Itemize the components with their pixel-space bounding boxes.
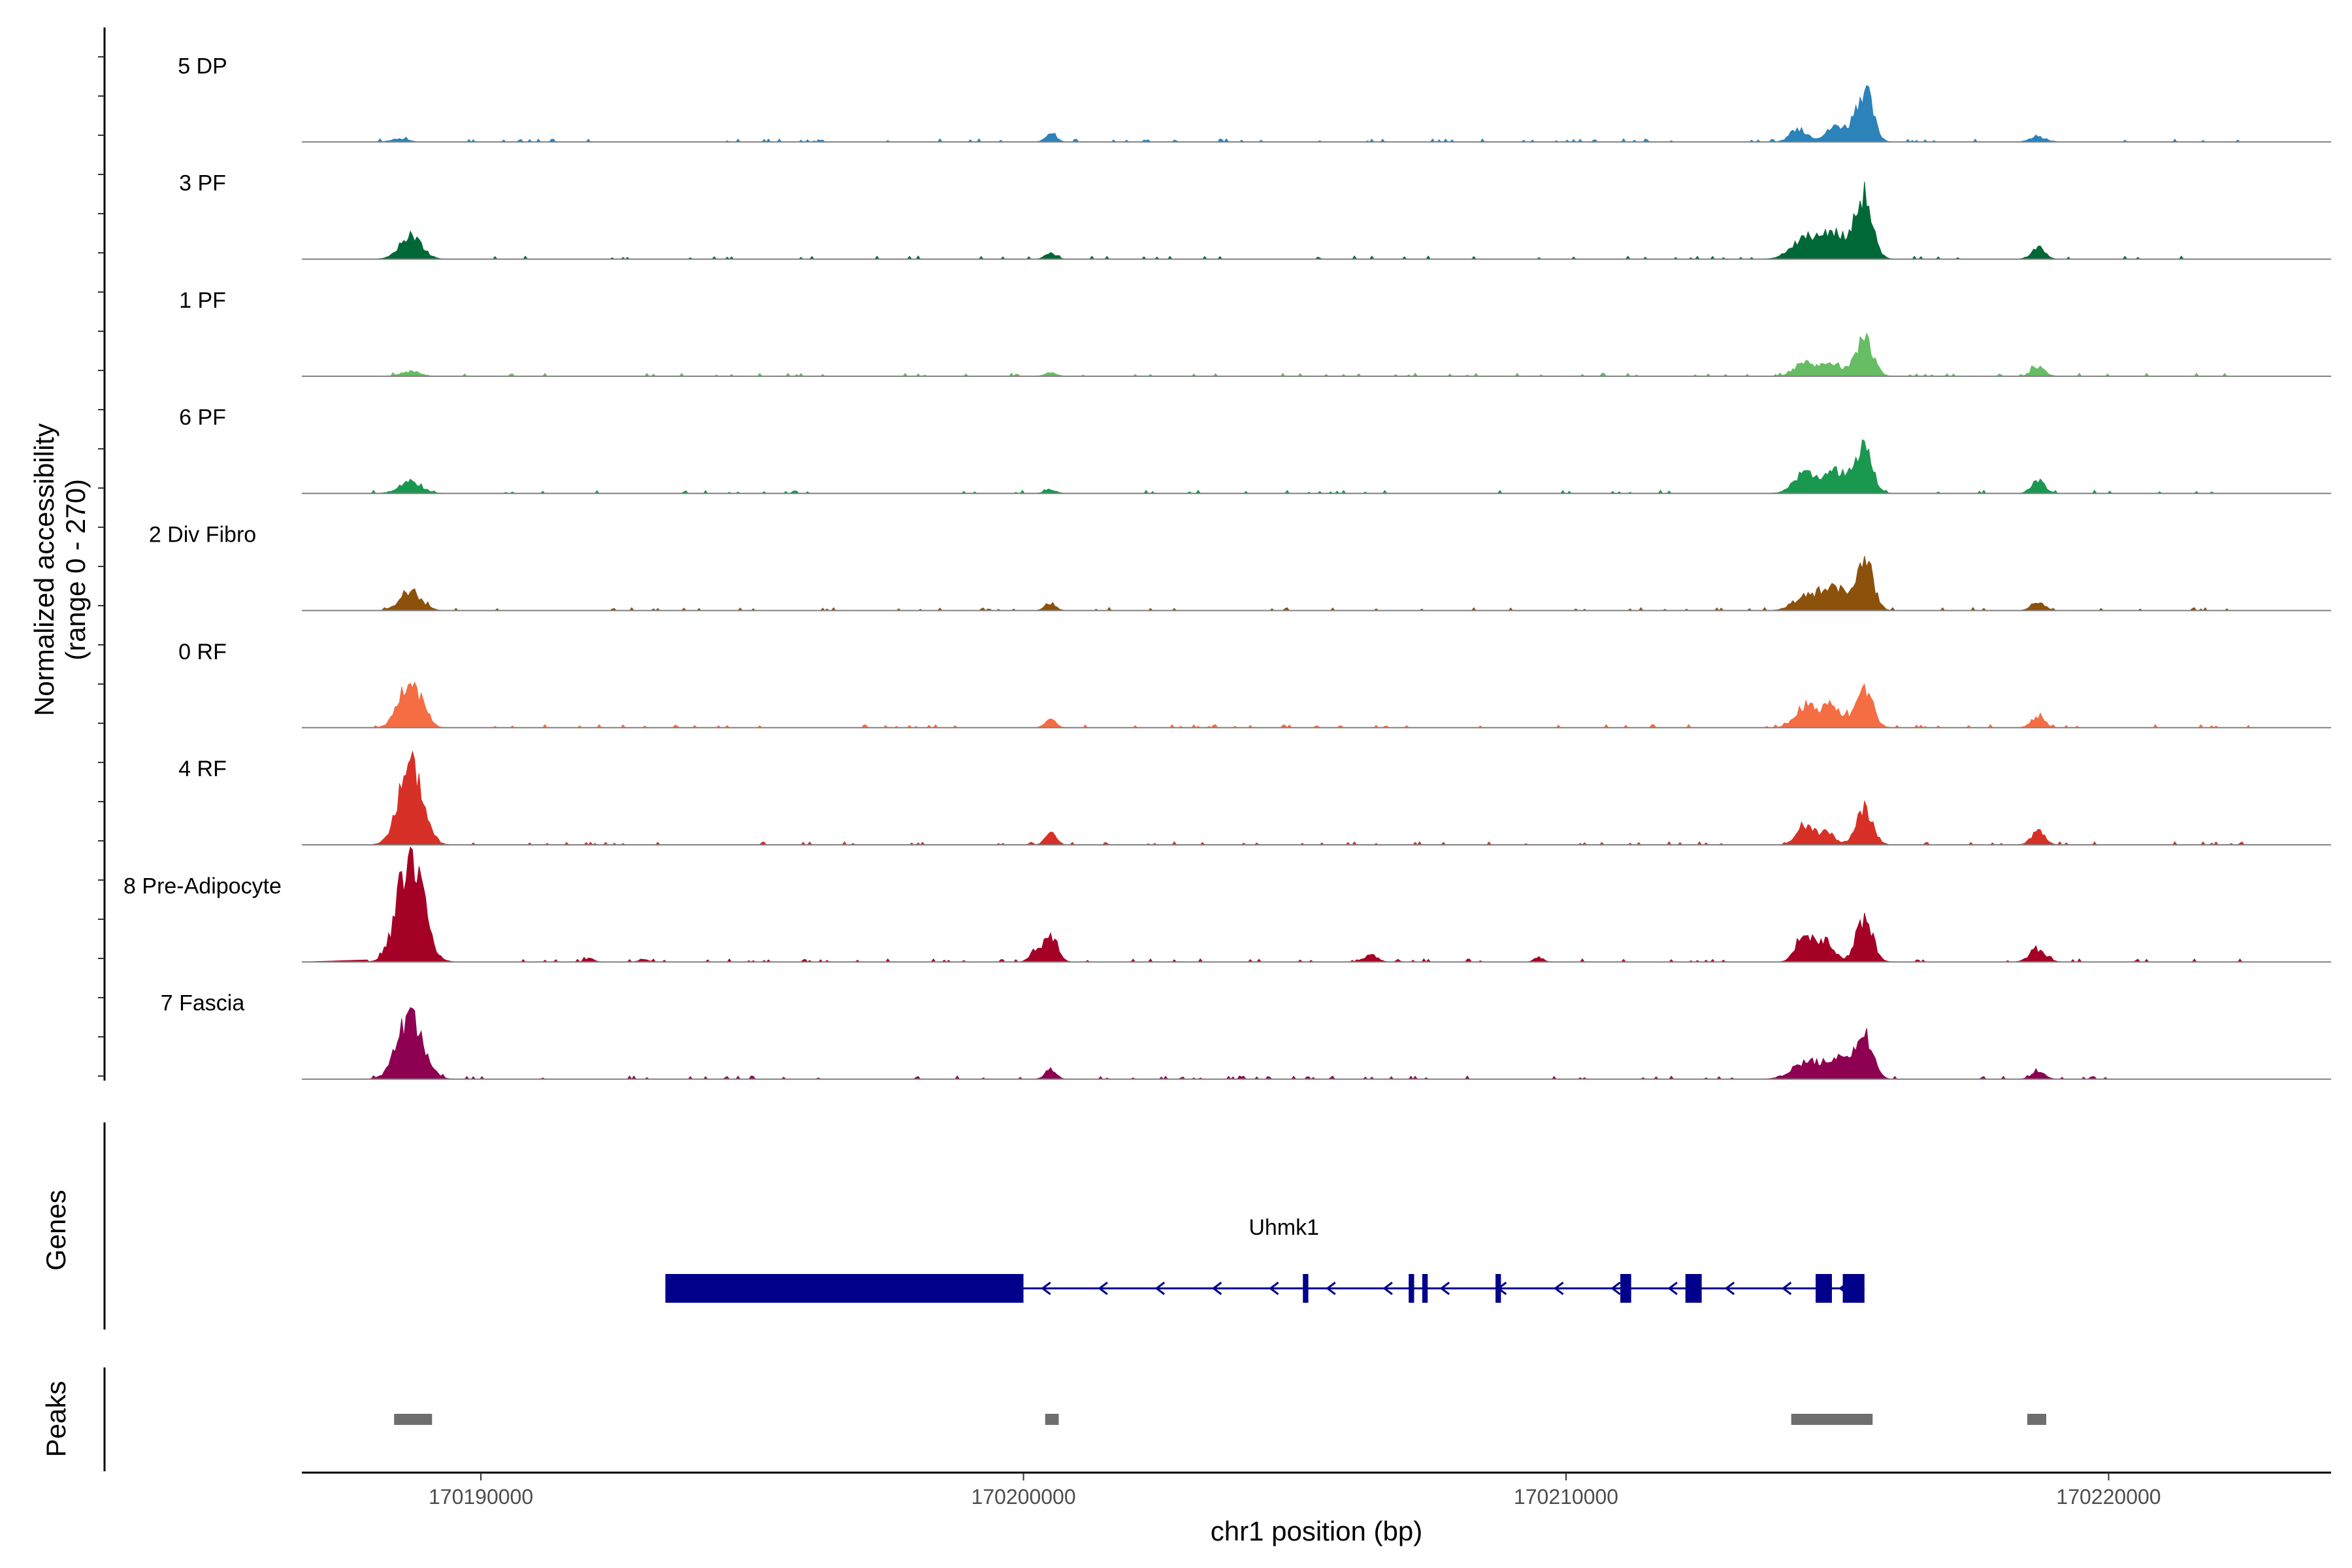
peaks-label: Peaks — [41, 1381, 71, 1458]
coverage-area — [301, 846, 2250, 963]
peaks-track-title: Peaks — [41, 1381, 71, 1458]
strand-arrow — [1382, 1281, 1393, 1296]
gene-exon — [1816, 1274, 1832, 1303]
track-3-pf: 3 PF — [179, 171, 2331, 260]
coverage-area — [301, 750, 2250, 845]
strand-arrow — [1439, 1281, 1450, 1296]
track-5-dp: 5 DP — [178, 54, 2331, 143]
genes-label: Genes — [41, 1190, 71, 1271]
y-axis-title: Normalized accessibility (range 0 - 270) — [29, 423, 91, 716]
track-7-fascia: 7 Fascia — [161, 991, 2331, 1080]
strand-arrow — [1326, 1281, 1336, 1296]
y-axis-title-line-1: Normalized accessibility — [29, 423, 59, 716]
y-axis — [98, 27, 106, 1081]
track-label: 0 RF — [178, 640, 227, 664]
gene-name-label: Uhmk1 — [1249, 1215, 1319, 1240]
coverage-area — [302, 555, 2250, 612]
peaks-track — [103, 1367, 2046, 1471]
x-tick-label: 170220000 — [2056, 1485, 2161, 1509]
strand-arrow — [1098, 1281, 1108, 1296]
track-label: 3 PF — [179, 171, 226, 196]
peak-region — [1045, 1414, 1059, 1425]
track-6-pf: 6 PF — [179, 405, 2331, 495]
x-tick-label: 170200000 — [971, 1485, 1075, 1509]
track-1-pf: 1 PF — [179, 288, 2331, 377]
peak-region — [2027, 1414, 2046, 1425]
x-axis: 170190000 170200000 170210000 170220000 — [302, 1471, 2331, 1509]
strand-arrow — [1667, 1281, 1678, 1296]
gene-track: Uhmk1 — [103, 1122, 1865, 1330]
y-axis-title-line-2: (range 0 - 270) — [60, 479, 91, 661]
track-label: 4 RF — [178, 757, 227, 781]
track-label: 7 Fascia — [161, 991, 245, 1016]
gene-exon — [1842, 1274, 1865, 1303]
track-8-pre-adipocyte: 8 Pre-Adipocyte — [123, 846, 2331, 963]
peak-region — [1791, 1414, 1873, 1425]
strand-arrow — [1724, 1281, 1735, 1296]
coverage-area — [302, 332, 2250, 377]
coverage-area — [302, 439, 2250, 494]
gene-exon — [1685, 1274, 1702, 1303]
coverage-area — [302, 182, 2250, 260]
track-2-div-fibro: 2 Div Fibro — [149, 523, 2331, 612]
coverage-area — [301, 1007, 2250, 1080]
strand-arrow — [1781, 1281, 1792, 1296]
track-label: 8 Pre-Adipocyte — [123, 874, 282, 898]
strand-arrow — [1554, 1281, 1564, 1296]
coverage-tracks: 5 DP 3 PF 1 PF 6 PF 2 Div Fibro 0 RF 4 RF 8 Pre… — [123, 54, 2331, 1080]
track-label: 2 Div Fibro — [149, 523, 256, 547]
peak-region — [394, 1414, 433, 1425]
strand-arrow — [1610, 1281, 1621, 1296]
track-0-rf: 0 RF — [178, 640, 2331, 728]
gene-exon — [1422, 1274, 1428, 1303]
strand-arrow — [1269, 1281, 1279, 1296]
gene-exon — [1303, 1274, 1309, 1303]
x-axis-title: chr1 position (bp) — [1211, 1516, 1423, 1546]
strand-arrow — [1154, 1281, 1166, 1296]
track-label: 1 PF — [179, 288, 226, 313]
gene-exon — [1620, 1274, 1631, 1303]
x-tick-label: 170190000 — [429, 1485, 533, 1509]
track-4-rf: 4 RF — [178, 750, 2331, 846]
genes-track-title: Genes — [41, 1190, 71, 1271]
coverage-area — [302, 681, 2251, 728]
gene-exon — [665, 1274, 1024, 1303]
x-tick-label: 170210000 — [1514, 1485, 1618, 1509]
track-label: 5 DP — [178, 54, 227, 78]
coverage-area — [302, 84, 2250, 143]
strand-arrow — [1041, 1281, 1051, 1296]
strand-arrow — [1211, 1281, 1222, 1296]
gene-exon — [1409, 1274, 1414, 1303]
gene-exon — [1495, 1274, 1501, 1303]
track-label: 6 PF — [179, 405, 226, 430]
